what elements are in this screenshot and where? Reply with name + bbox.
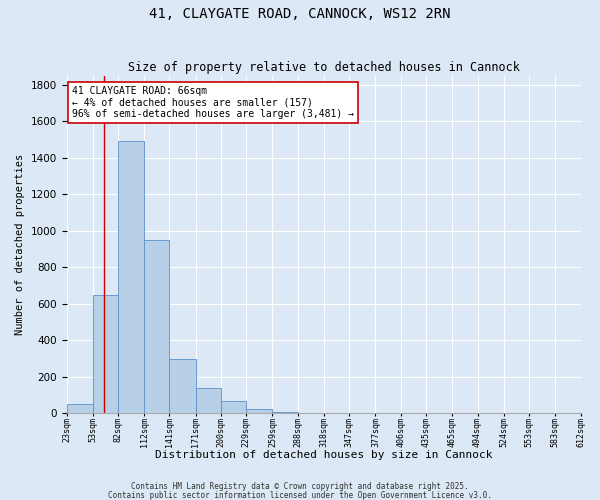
- Text: 41 CLAYGATE ROAD: 66sqm
← 4% of detached houses are smaller (157)
96% of semi-de: 41 CLAYGATE ROAD: 66sqm ← 4% of detached…: [71, 86, 353, 119]
- Bar: [144, 240, 169, 413]
- Bar: [221, 401, 246, 413]
- Title: Size of property relative to detached houses in Cannock: Size of property relative to detached ho…: [128, 62, 520, 74]
- Text: Contains HM Land Registry data © Crown copyright and database right 2025.: Contains HM Land Registry data © Crown c…: [131, 482, 469, 491]
- Bar: [196, 388, 221, 413]
- Y-axis label: Number of detached properties: Number of detached properties: [15, 154, 25, 335]
- Bar: [246, 410, 272, 413]
- X-axis label: Distribution of detached houses by size in Cannock: Distribution of detached houses by size …: [155, 450, 492, 460]
- Bar: [93, 294, 118, 413]
- Text: Contains public sector information licensed under the Open Government Licence v3: Contains public sector information licen…: [108, 490, 492, 500]
- Text: 41, CLAYGATE ROAD, CANNOCK, WS12 2RN: 41, CLAYGATE ROAD, CANNOCK, WS12 2RN: [149, 8, 451, 22]
- Bar: [67, 404, 93, 413]
- Bar: [118, 142, 144, 413]
- Bar: [169, 360, 196, 413]
- Bar: [272, 412, 298, 413]
